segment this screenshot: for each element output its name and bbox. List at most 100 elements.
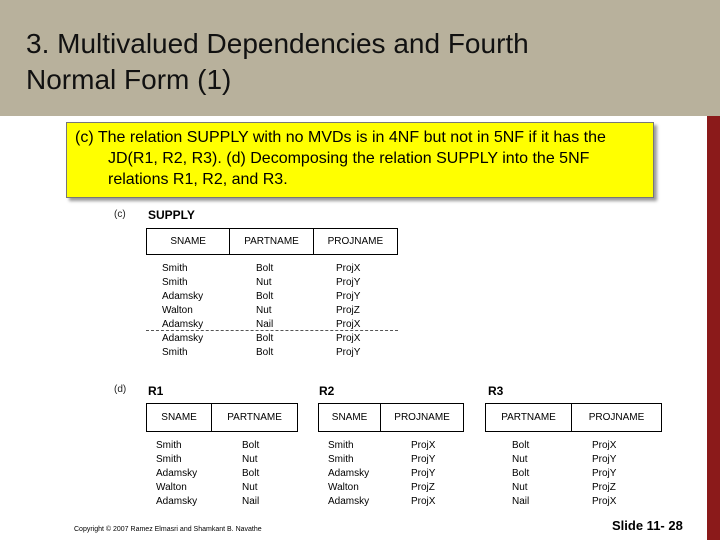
table-row: Smith Nut xyxy=(156,452,259,466)
table-row: Walton Nut ProjZ xyxy=(162,303,360,317)
cell-projname: ProjZ xyxy=(336,304,360,316)
callout-text: (c) The relation SUPPLY with no MVDs is … xyxy=(75,129,606,188)
cell-sname: Adamsky xyxy=(156,467,198,479)
cell-projname: ProjY xyxy=(336,346,361,358)
cell-sname: Walton xyxy=(156,481,187,493)
supply-col-header: PARTNAME xyxy=(230,229,314,254)
cell-partname: Bolt xyxy=(242,467,260,479)
cell-partname: Bolt xyxy=(256,346,274,358)
table-row: Adamsky Bolt ProjY xyxy=(162,289,360,303)
r3-header: PARTNAME PROJNAME xyxy=(485,403,662,432)
slide-title: 3. Multivalued Dependencies and Fourth N… xyxy=(26,26,666,98)
r2-relation-name: R2 xyxy=(319,384,335,398)
table-row: Smith Nut ProjY xyxy=(162,275,360,289)
cell-projname: ProjY xyxy=(336,276,361,288)
title-line-1: 3. Multivalued Dependencies and Fourth xyxy=(26,28,529,59)
cell-partname: Bolt xyxy=(512,439,530,451)
cell-partname: Nut xyxy=(512,481,528,493)
title-line-2: Normal Form (1) xyxy=(26,64,232,95)
title-band xyxy=(0,0,720,116)
cell-sname: Smith xyxy=(162,346,188,358)
cell-sname: Walton xyxy=(328,481,359,493)
cell-projname: ProjX xyxy=(336,318,361,330)
r1-relation-name: R1 xyxy=(148,384,164,398)
table-row: Smith Bolt xyxy=(156,438,259,452)
cell-sname: Smith xyxy=(156,439,182,451)
cell-partname: Nail xyxy=(242,495,260,507)
cell-sname: Adamsky xyxy=(328,467,370,479)
r1-col-header: SNAME xyxy=(147,404,213,431)
cell-sname: Smith xyxy=(328,439,354,451)
cell-partname: Nut xyxy=(256,276,272,288)
cell-partname: Nail xyxy=(512,495,530,507)
cell-sname: Adamsky xyxy=(162,318,204,330)
cell-partname: Bolt xyxy=(242,439,260,451)
r2-col-header: SNAME xyxy=(319,404,382,431)
cell-partname: Bolt xyxy=(256,290,274,302)
cell-projname: ProjX xyxy=(411,439,436,451)
cell-projname: ProjY xyxy=(592,453,617,465)
cell-sname: Smith xyxy=(156,453,182,465)
r3-relation-name: R3 xyxy=(488,384,504,398)
r3-col-header: PARTNAME xyxy=(486,404,573,431)
cell-sname: Smith xyxy=(328,453,354,465)
cell-partname: Nut xyxy=(512,453,528,465)
r2-col-header: PROJNAME xyxy=(394,412,450,423)
supply-col-header: PROJNAME xyxy=(327,236,384,247)
table-row: Adamsky ProjX xyxy=(328,494,435,508)
table-row: Walton ProjZ xyxy=(328,480,435,494)
supply-col-header: SNAME xyxy=(147,229,231,254)
table-row: Smith ProjX xyxy=(328,438,435,452)
table-row: Adamsky Nail ProjX xyxy=(162,317,360,331)
cell-projname: ProjX xyxy=(592,495,617,507)
supply-relation-name: SUPPLY xyxy=(148,208,195,222)
table-row: Nut ProjY xyxy=(512,452,616,466)
table-row: Smith Bolt ProjY xyxy=(162,345,360,359)
cell-projname: ProjX xyxy=(336,332,361,344)
supply-rows: Smith Bolt ProjX Smith Nut ProjY Adamsky… xyxy=(162,261,360,359)
table-row: Bolt ProjY xyxy=(512,466,616,480)
cell-partname: Nut xyxy=(242,453,258,465)
cell-sname: Adamsky xyxy=(162,290,204,302)
cell-sname: Adamsky xyxy=(156,495,198,507)
cell-projname: ProjY xyxy=(336,290,361,302)
copyright-notice: Copyright © 2007 Ramez Elmasri and Shamk… xyxy=(74,526,262,533)
figure-c-label: (c) xyxy=(114,209,126,220)
cell-sname: Adamsky xyxy=(162,332,204,344)
table-row: Bolt ProjX xyxy=(512,438,616,452)
cell-partname: Nail xyxy=(256,318,274,330)
r3-col-header: PROJNAME xyxy=(588,412,645,423)
cell-partname: Bolt xyxy=(512,467,530,479)
table-row: Smith ProjY xyxy=(328,452,435,466)
cell-projname: ProjZ xyxy=(411,481,435,493)
cell-partname: Nut xyxy=(256,304,272,316)
cell-projname: ProjX xyxy=(411,495,436,507)
r2-rows: Smith ProjX Smith ProjY Adamsky ProjY Walto… xyxy=(328,438,435,508)
r2-header: SNAME PROJNAME xyxy=(318,403,464,432)
table-row: Smith Bolt ProjX xyxy=(162,261,360,275)
cell-sname: Smith xyxy=(162,262,188,274)
table-row: Adamsky Bolt ProjX xyxy=(162,331,360,345)
cell-projname: ProjY xyxy=(411,467,436,479)
table-row: Adamsky ProjY xyxy=(328,466,435,480)
r1-header: SNAME PARTNAME xyxy=(146,403,298,432)
r1-col-header: PARTNAME xyxy=(227,412,282,423)
cell-sname: Walton xyxy=(162,304,193,316)
supply-divider-dashed xyxy=(146,330,398,331)
r3-rows: Bolt ProjX Nut ProjY Bolt ProjY Nut ProjZ Na… xyxy=(512,438,616,508)
cell-projname: ProjX xyxy=(336,262,361,274)
cell-projname: ProjX xyxy=(592,439,617,451)
table-row: Adamsky Bolt xyxy=(156,466,259,480)
cell-partname: Nut xyxy=(242,481,258,493)
cell-partname: Bolt xyxy=(256,332,274,344)
table-row: Adamsky Nail xyxy=(156,494,259,508)
cell-projname: ProjY xyxy=(411,453,436,465)
cell-partname: Bolt xyxy=(256,262,274,274)
cell-sname: Adamsky xyxy=(328,495,370,507)
supply-header: SNAME PARTNAME PROJNAME xyxy=(146,228,398,255)
table-row: Nut ProjZ xyxy=(512,480,616,494)
table-row: Nail ProjX xyxy=(512,494,616,508)
callout-box: (c) The relation SUPPLY with no MVDs is … xyxy=(66,122,654,198)
table-row: Walton Nut xyxy=(156,480,259,494)
decorative-side-bar xyxy=(707,116,720,540)
